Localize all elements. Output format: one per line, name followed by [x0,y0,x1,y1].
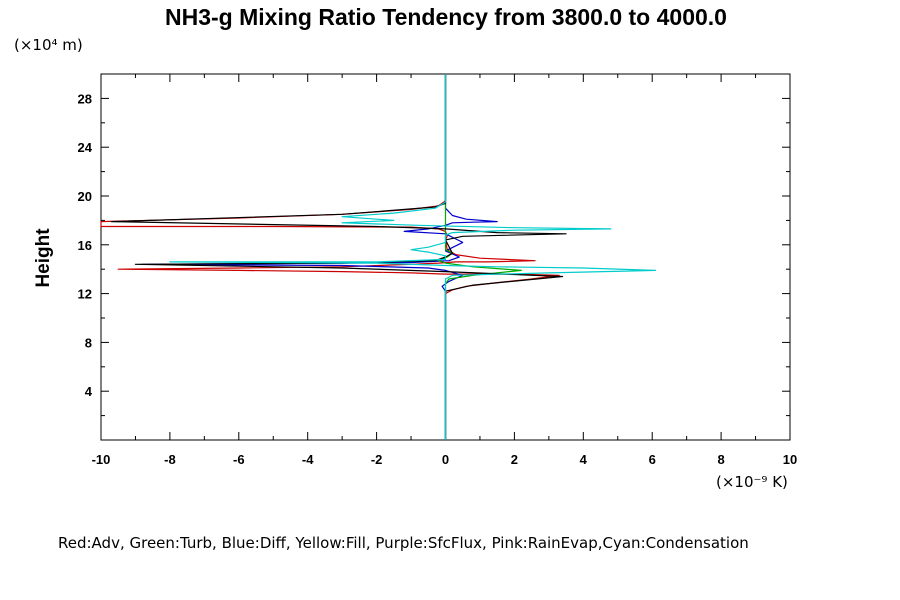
legend: Red:Adv, Green:Turb, Blue:Diff, Yellow:F… [58,534,749,552]
x-tick-label: 6 [649,452,656,467]
y-tick-label: 20 [78,189,92,204]
x-tick-label: -4 [302,452,314,467]
y-axis-label: Height [33,228,54,288]
series-line-total [110,74,567,440]
y-tick-label: 16 [78,238,92,253]
x-tick-label: -8 [164,452,176,467]
x-tick-label: 2 [511,452,518,467]
x-scale-label: (×10⁻⁹ K) [716,473,788,491]
y-scale-label: (×10⁴ m) [14,36,83,54]
chart-title: NH3-g Mixing Ratio Tendency from 3800.0 … [165,4,727,30]
x-tick-label: 4 [580,452,588,467]
y-tick-label: 4 [85,384,93,399]
x-tick-label: 0 [442,452,449,467]
x-tick-label: -6 [233,452,245,467]
series-line-turb [438,74,522,440]
x-tick-label: 8 [717,452,724,467]
x-tick-label: -2 [371,452,383,467]
y-tick-label: 24 [78,140,93,155]
x-tick-labels: -10 -8 -6 -4 -2 0 2 4 6 8 10 [92,452,798,467]
x-tick-label: -10 [92,452,111,467]
x-tick-label: 10 [783,452,797,467]
y-tick-labels: 4 8 12 16 20 24 28 [78,91,93,399]
y-tick-label: 8 [85,335,92,350]
series-group [100,74,657,440]
series-line-adv [100,74,560,440]
y-tick-label: 28 [78,91,92,106]
y-tick-label: 12 [78,287,92,302]
series-line-condensation [169,74,657,440]
